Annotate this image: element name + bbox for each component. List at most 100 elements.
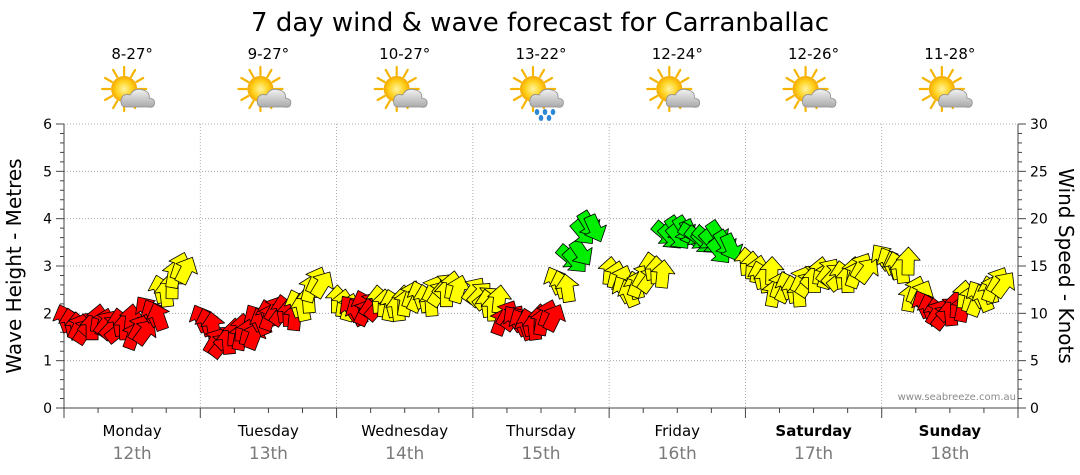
sun-ray-icon [785, 76, 795, 84]
wind-arrow [650, 259, 676, 289]
sun-ray-icon [112, 68, 119, 78]
wind-arrow [854, 258, 879, 286]
sun-ray-icon [793, 68, 800, 78]
wind-arrow [895, 246, 921, 276]
sun-ray-icon [544, 76, 554, 84]
sun-ray-icon [649, 94, 659, 102]
partly-cloudy-icon [101, 65, 155, 113]
left-axis-label: Wave Height - Metres [2, 158, 26, 373]
day-name: Wednesday [361, 422, 448, 440]
day-name: Thursday [505, 422, 576, 440]
day-temperature: 11-28° [924, 45, 975, 63]
wind-arrow [447, 274, 471, 305]
day-date: 12th [113, 444, 152, 464]
sun-ray-icon [248, 100, 255, 110]
day-date: 15th [521, 444, 560, 464]
day-temperature: 12-26° [788, 45, 839, 63]
partly-cloudy-icon [646, 65, 701, 113]
sun-ray-icon [407, 76, 417, 84]
sun-ray-icon [921, 94, 931, 102]
right-tick-label: 30 [1030, 117, 1048, 133]
right-tick-label: 15 [1030, 259, 1048, 275]
raindrop-icon [546, 115, 552, 121]
cloud-icon [120, 88, 155, 108]
left-tick-label: 3 [43, 259, 52, 275]
day-name: Sunday [919, 422, 982, 440]
sun-ray-icon [384, 68, 391, 78]
sun-ray-icon [657, 100, 664, 110]
sun-ray-icon [929, 100, 936, 110]
cloud-icon [256, 88, 292, 108]
day-temperature: 8-27° [111, 45, 153, 63]
sun-ray-icon [538, 68, 546, 78]
sun-ray-icon [947, 68, 954, 78]
sun-ray-icon [512, 76, 522, 84]
wind-arrow [990, 272, 1015, 300]
sun-ray-icon [266, 68, 273, 78]
left-tick-label: 2 [43, 306, 52, 322]
sun-ray-icon [675, 68, 682, 78]
day-date: 16th [658, 444, 697, 464]
day-date: 18th [930, 444, 969, 464]
right-tick-label: 20 [1030, 212, 1048, 228]
right-tick-label: 5 [1030, 354, 1039, 370]
wind-arrow [309, 271, 334, 300]
raindrop-icon [542, 109, 548, 115]
sun-ray-icon [520, 68, 528, 78]
sun-ray-icon [816, 76, 826, 84]
raindrop-icon [538, 115, 544, 121]
sun-ray-icon [103, 94, 114, 102]
day-date: 13th [249, 444, 288, 464]
right-tick-label: 0 [1030, 401, 1039, 417]
wind-arrow [719, 232, 744, 262]
chart-title: 7 day wind & wave forecast for Carranbal… [251, 8, 829, 38]
cloud-icon [665, 88, 701, 108]
sun-ray-icon [649, 76, 659, 84]
sun-ray-icon [135, 76, 145, 84]
day-name: Tuesday [237, 422, 299, 440]
sun-ray-icon [384, 100, 391, 110]
wind-arrow [146, 302, 170, 332]
watermark: www.seabreeze.com.au [898, 392, 1016, 403]
sun-ray-icon [103, 76, 114, 84]
sun-ray-icon [785, 94, 795, 102]
wind-arrow [132, 319, 157, 347]
left-tick-label: 1 [43, 354, 52, 370]
sun-ray-icon [376, 76, 386, 84]
rain-cloud-icon [509, 65, 564, 121]
sun-ray-icon [376, 94, 386, 102]
sun-ray-icon [657, 68, 664, 78]
sun-ray-icon [680, 76, 690, 84]
day-date: 14th [385, 444, 424, 464]
sun-ray-icon [929, 68, 936, 78]
partly-cloudy-icon [237, 65, 292, 113]
right-tick-label: 25 [1030, 164, 1048, 180]
partly-cloudy-icon [373, 65, 428, 113]
partly-cloudy-icon [918, 65, 973, 113]
sun-ray-icon [248, 68, 255, 78]
sun-ray-icon [271, 76, 281, 84]
wind-arrow [174, 256, 198, 286]
cloud-icon [393, 88, 428, 108]
cloud-icon [802, 88, 837, 108]
day-name: Saturday [775, 422, 852, 440]
sun-ray-icon [811, 68, 818, 78]
sun-ray-icon [793, 100, 800, 110]
day-temperature: 13-22° [515, 45, 566, 63]
right-axis-label: Wind Speed - Knots [1054, 168, 1078, 364]
sun-ray-icon [921, 76, 931, 84]
right-tick-label: 10 [1030, 306, 1048, 322]
partly-cloudy-icon [782, 65, 837, 113]
left-tick-label: 6 [43, 117, 52, 133]
wind-arrow [487, 284, 512, 314]
wind-arrow [583, 213, 607, 243]
sun-ray-icon [520, 100, 528, 110]
day-name: Monday [103, 422, 162, 440]
cloud-icon [529, 88, 564, 108]
day-name: Friday [655, 422, 701, 440]
left-tick-label: 4 [43, 212, 52, 228]
day-temperature: 9-27° [248, 45, 290, 63]
day-temperature: 12-24° [652, 45, 703, 63]
wind-arrow [554, 273, 580, 304]
